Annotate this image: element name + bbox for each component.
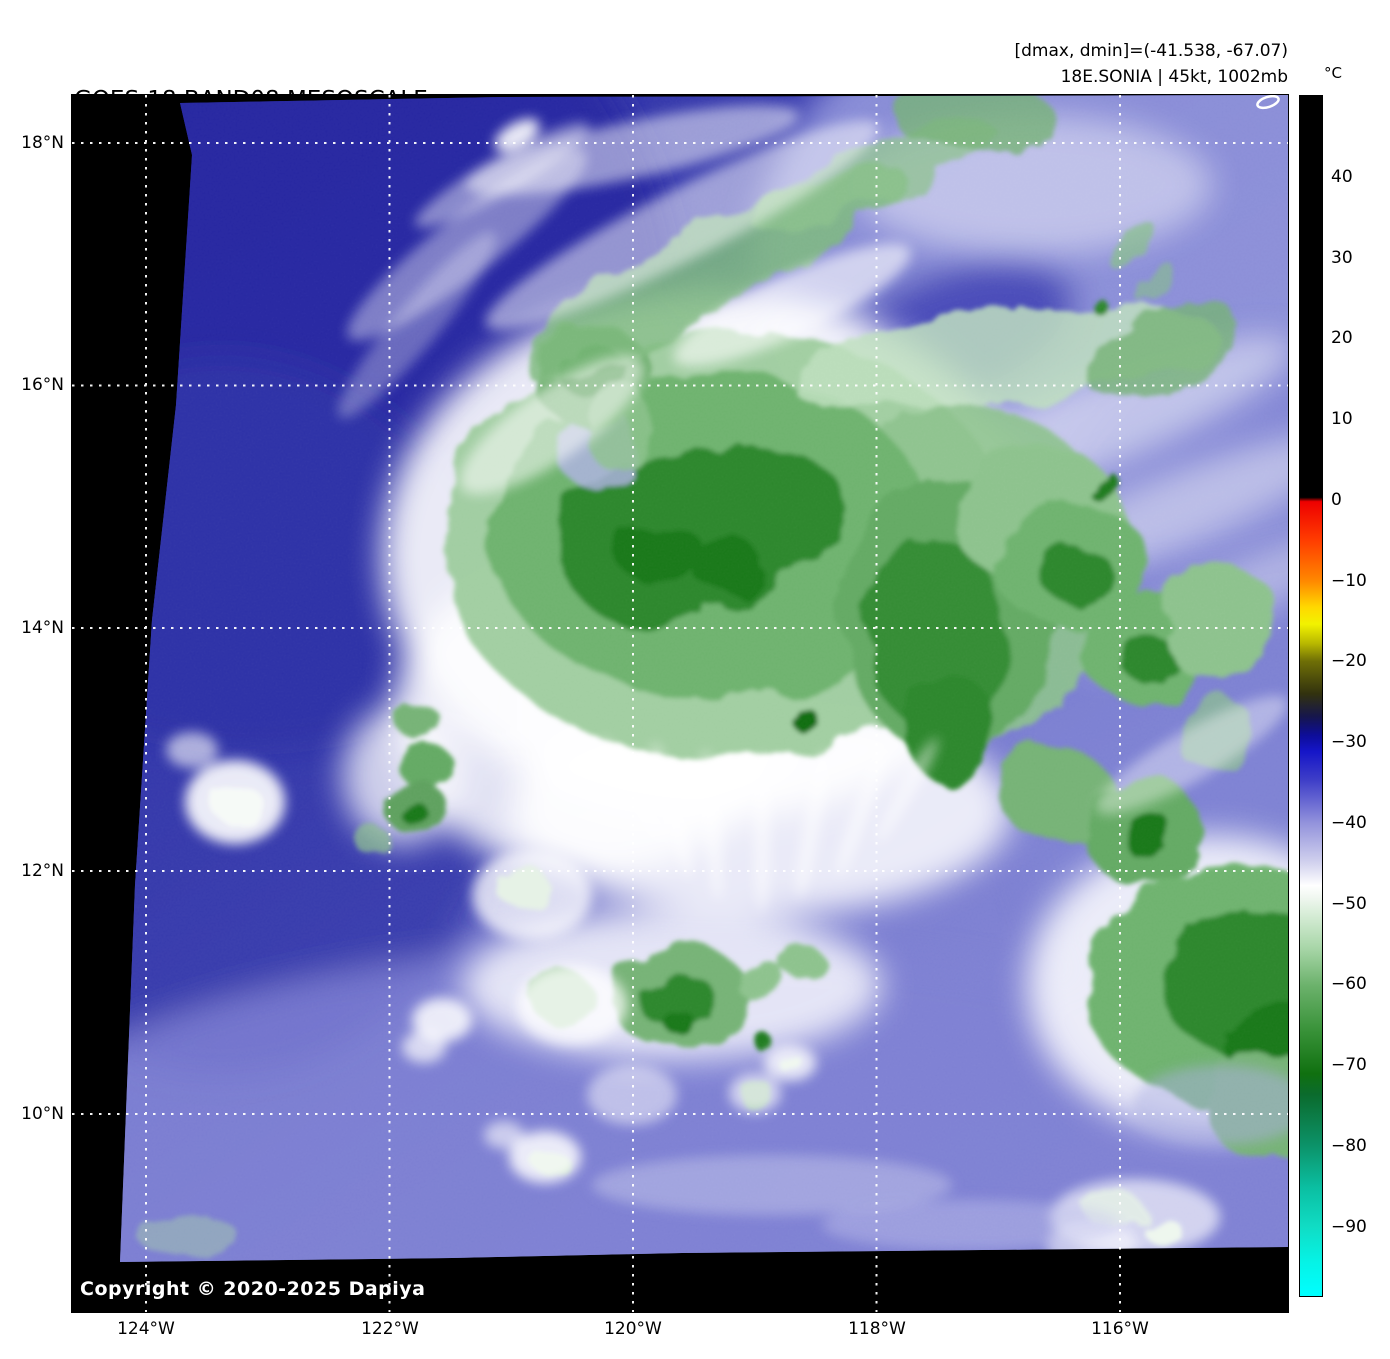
y-tick-label: 12°N [21, 861, 64, 881]
colorbar-tick-label: 40 [1331, 167, 1353, 187]
dmax-dmin-annotation: [dmax, dmin]=(-41.538, -67.07) [1014, 41, 1289, 61]
copyright-watermark: Copyright © 2020-2025 Dapiya [80, 1278, 426, 1300]
x-tick-label: 120°W [604, 1319, 662, 1339]
colorbar-tick-label: −70 [1331, 1055, 1367, 1075]
y-tick-label: 10°N [21, 1104, 64, 1124]
colorbar-tick-label: 10 [1331, 409, 1353, 429]
colorbar [1299, 95, 1323, 1297]
satellite-image [72, 95, 1288, 1312]
colorbar-tick-label: 20 [1331, 328, 1353, 348]
y-tick-label: 16°N [21, 375, 64, 395]
map-plot-area: Copyright © 2020-2025 Dapiya [71, 94, 1289, 1313]
colorbar-tick-label: −50 [1331, 894, 1367, 914]
annotation-block: [dmax, dmin]=(-41.538, -67.07) 18E.SONIA… [1015, 38, 1289, 91]
colorbar-tick-label: 0 [1331, 490, 1342, 510]
x-tick-label: 118°W [848, 1319, 906, 1339]
y-tick-label: 14°N [21, 618, 64, 638]
y-tick-label: 18°N [21, 133, 64, 153]
colorbar-tick-label: −90 [1331, 1217, 1367, 1237]
ring-artifact [1256, 95, 1280, 110]
x-tick-label: 122°W [361, 1319, 419, 1339]
colorbar-tick-label: 30 [1331, 248, 1353, 268]
storm-info-annotation: 18E.SONIA | 45kt, 1002mb [1060, 67, 1288, 88]
colorbar-tick-label: −80 [1331, 1136, 1367, 1156]
colorbar-tick-label: −10 [1331, 571, 1367, 591]
x-tick-label: 116°W [1091, 1319, 1149, 1339]
colorbar-tick-label: −40 [1331, 813, 1367, 833]
colorbar-tick-label: −20 [1331, 651, 1367, 671]
data-swath [120, 95, 1288, 1262]
colorbar-tick-label: −60 [1331, 974, 1367, 994]
colorbar-tick-label: −30 [1331, 732, 1367, 752]
colorbar-unit-label: °C [1324, 64, 1342, 82]
x-tick-label: 124°W [117, 1319, 175, 1339]
